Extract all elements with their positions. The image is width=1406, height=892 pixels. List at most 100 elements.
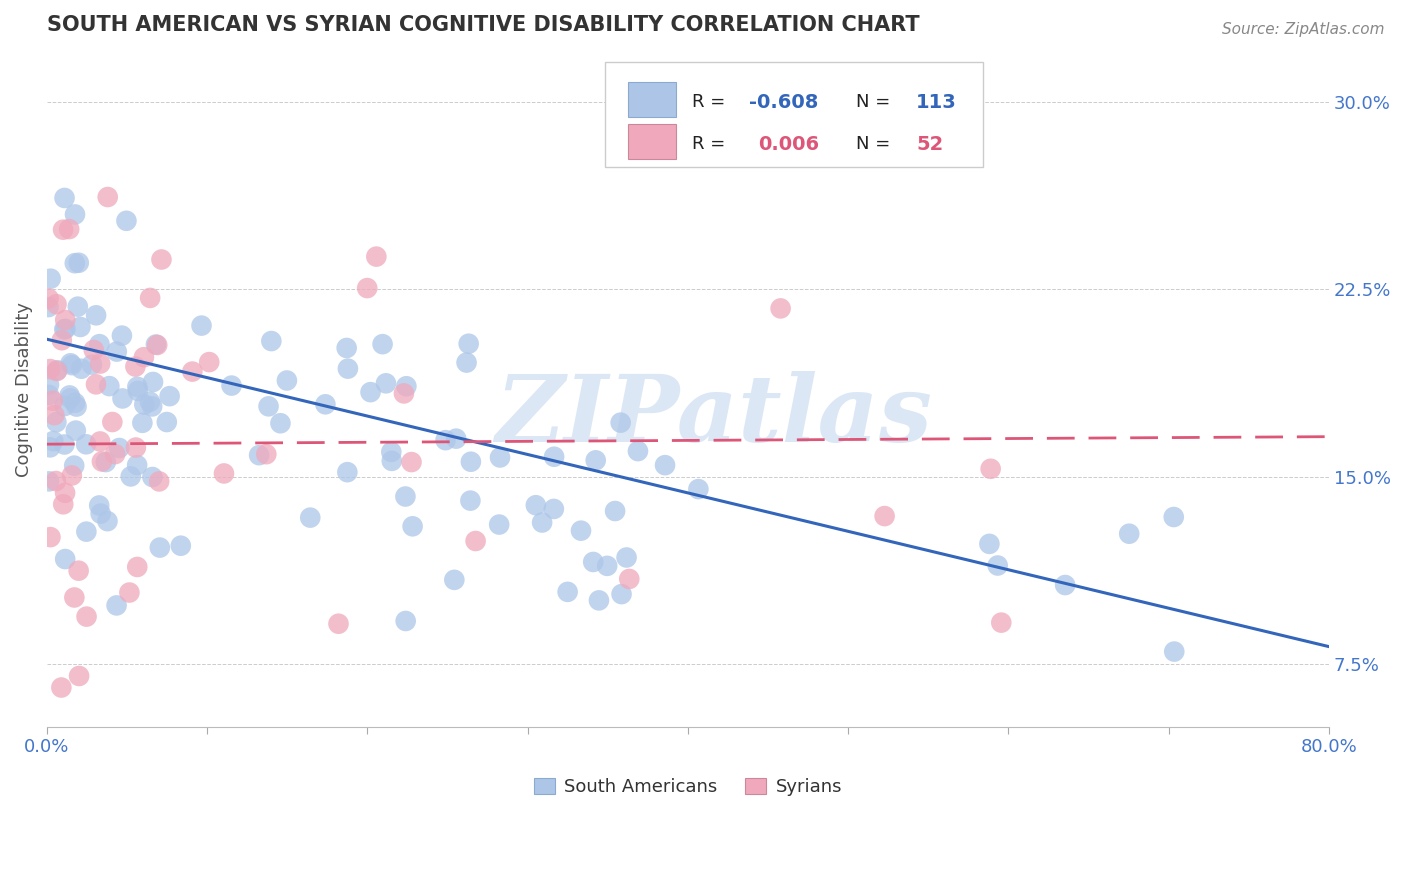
- Point: [44, 408, 66, 422]
- Point: [569, 524, 592, 538]
- Point: [221, 378, 243, 392]
- Point: [524, 498, 547, 512]
- Point: [101, 415, 124, 429]
- Point: [139, 394, 162, 409]
- Legend: South Americans, Syrians: South Americans, Syrians: [524, 769, 851, 805]
- Text: R =: R =: [692, 94, 731, 112]
- Point: [89, 499, 111, 513]
- Point: [688, 482, 710, 496]
- Point: [394, 490, 416, 504]
- Text: R =: R =: [692, 136, 737, 153]
- Point: [52, 223, 75, 237]
- Text: 0.006: 0.006: [758, 135, 820, 153]
- Point: [83, 343, 105, 357]
- Point: [53, 313, 76, 327]
- Point: [464, 534, 486, 549]
- Y-axis label: Cognitive Disability: Cognitive Disability: [15, 301, 32, 476]
- Point: [53, 552, 76, 566]
- Point: [89, 434, 111, 449]
- Point: [84, 308, 107, 322]
- Point: [97, 190, 120, 204]
- Point: [987, 558, 1010, 573]
- Point: [1118, 526, 1140, 541]
- Point: [260, 334, 283, 348]
- Point: [115, 214, 138, 228]
- Point: [63, 396, 86, 410]
- Point: [395, 614, 418, 628]
- Point: [76, 609, 98, 624]
- Point: [619, 572, 641, 586]
- Point: [105, 599, 128, 613]
- Point: [457, 336, 479, 351]
- Point: [456, 355, 478, 369]
- Point: [148, 475, 170, 489]
- Point: [336, 361, 359, 376]
- Point: [118, 585, 141, 599]
- Text: 52: 52: [915, 135, 943, 153]
- Point: [63, 207, 86, 221]
- Point: [75, 437, 97, 451]
- Point: [257, 400, 280, 414]
- Point: [141, 400, 163, 414]
- Point: [443, 573, 465, 587]
- Point: [63, 256, 86, 270]
- Point: [70, 361, 93, 376]
- Point: [53, 191, 76, 205]
- Point: [38, 475, 60, 489]
- Point: [127, 380, 149, 394]
- Point: [108, 441, 131, 455]
- Point: [401, 519, 423, 533]
- Point: [60, 468, 83, 483]
- Point: [132, 350, 155, 364]
- Point: [434, 433, 457, 447]
- Point: [131, 416, 153, 430]
- Text: N =: N =: [856, 94, 896, 112]
- Point: [67, 564, 90, 578]
- Point: [314, 397, 336, 411]
- Point: [105, 344, 128, 359]
- Point: [66, 300, 89, 314]
- Point: [127, 560, 149, 574]
- Text: 113: 113: [915, 93, 956, 112]
- Point: [84, 377, 107, 392]
- Point: [51, 681, 73, 695]
- Point: [41, 393, 63, 408]
- Point: [366, 250, 388, 264]
- Point: [111, 392, 134, 406]
- Point: [134, 398, 156, 412]
- Point: [616, 550, 638, 565]
- Point: [45, 364, 67, 378]
- Point: [1163, 510, 1185, 524]
- Point: [979, 537, 1001, 551]
- FancyBboxPatch shape: [605, 62, 983, 167]
- Point: [269, 416, 291, 430]
- Point: [596, 558, 619, 573]
- Point: [254, 447, 277, 461]
- Point: [127, 458, 149, 472]
- Point: [37, 300, 59, 314]
- Point: [181, 365, 204, 379]
- Point: [60, 358, 83, 372]
- Text: -0.608: -0.608: [749, 93, 818, 112]
- Point: [53, 399, 76, 413]
- Point: [489, 450, 512, 465]
- Point: [42, 434, 65, 449]
- Point: [395, 379, 418, 393]
- Point: [543, 450, 565, 464]
- Point: [159, 389, 181, 403]
- Point: [46, 363, 69, 377]
- Point: [150, 252, 173, 267]
- Point: [299, 510, 322, 524]
- Point: [96, 514, 118, 528]
- Point: [69, 320, 91, 334]
- Point: [276, 374, 298, 388]
- Point: [63, 591, 86, 605]
- Point: [401, 455, 423, 469]
- Text: SOUTH AMERICAN VS SYRIAN COGNITIVE DISABILITY CORRELATION CHART: SOUTH AMERICAN VS SYRIAN COGNITIVE DISAB…: [46, 15, 920, 35]
- Point: [380, 445, 402, 459]
- Point: [59, 392, 82, 406]
- Point: [104, 447, 127, 461]
- Point: [582, 555, 605, 569]
- Point: [543, 502, 565, 516]
- Point: [198, 355, 221, 369]
